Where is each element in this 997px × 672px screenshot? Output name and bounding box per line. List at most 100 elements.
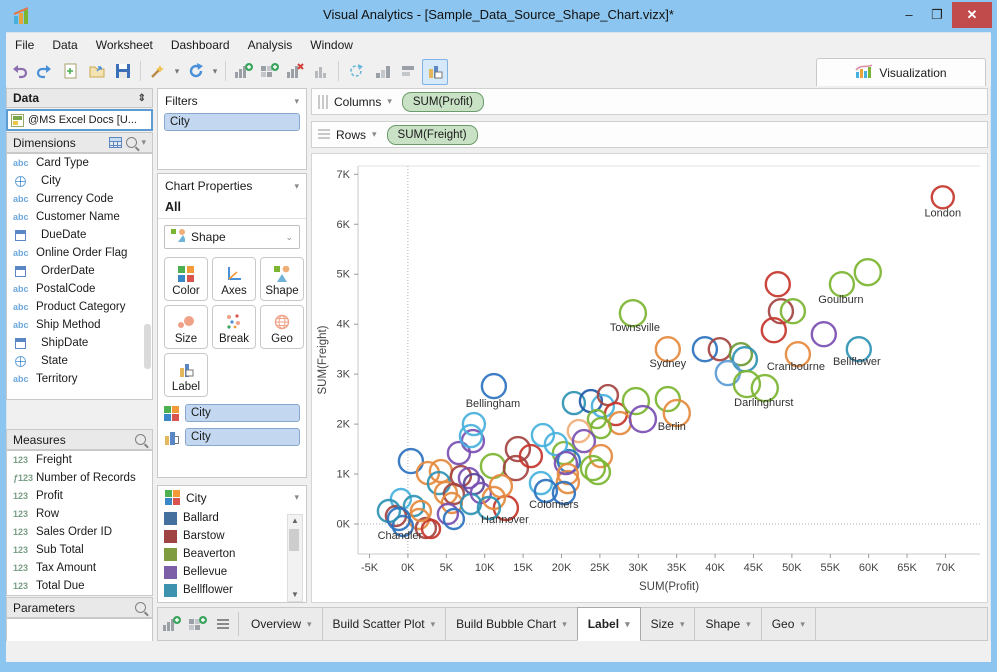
data-point[interactable] <box>853 257 882 287</box>
dimension-ship-method[interactable]: abc Ship Method <box>7 316 152 334</box>
geo-button[interactable]: Geo <box>260 305 304 349</box>
legend-item[interactable] <box>164 599 306 601</box>
dimension-territory[interactable]: abc Territory <box>7 370 152 388</box>
grid-add-icon[interactable] <box>257 59 281 83</box>
dimension-orderdate[interactable]: OrderDate <box>7 262 152 280</box>
data-point[interactable] <box>502 454 530 482</box>
data-point[interactable] <box>533 478 559 504</box>
chevron-down-icon[interactable]: ▾ <box>212 65 218 76</box>
dimension-customer-name[interactable]: abc Customer Name <box>7 208 152 226</box>
axes-button[interactable]: Axes <box>212 257 256 301</box>
size-button[interactable]: Size <box>164 305 208 349</box>
dimension-product-category[interactable]: abc Product Category <box>7 298 152 316</box>
scatter-chart[interactable]: 0K 1K 2K 3K 4K 5K 6K 7K -5K 0K 5K 10K 15K 20K 25K 30K 35… <box>312 154 987 602</box>
data-point[interactable] <box>732 369 762 399</box>
tab-geo[interactable]: Geo ▾ <box>762 608 816 640</box>
menu-file[interactable]: File <box>15 38 35 52</box>
tab-overview[interactable]: Overview ▾ <box>241 608 323 640</box>
save-icon[interactable] <box>111 59 135 83</box>
legend-item-bellevue[interactable]: Bellevue <box>164 563 306 581</box>
chevron-down-icon[interactable]: ▾ <box>141 137 146 147</box>
minimize-button[interactable]: – <box>905 7 913 22</box>
data-point[interactable] <box>518 443 544 469</box>
legend-item-beaverton[interactable]: Beaverton <box>164 545 306 563</box>
tab-shape[interactable]: Shape ▾ <box>695 608 762 640</box>
data-point[interactable] <box>810 320 837 348</box>
data-point[interactable] <box>409 499 433 523</box>
data-point[interactable] <box>760 316 787 344</box>
tab-label[interactable]: Label ▾ <box>576 607 641 641</box>
data-point[interactable] <box>528 470 554 496</box>
measure-number-of-records[interactable]: ƒ123 Number of Records <box>7 469 152 487</box>
color-button[interactable]: Color <box>164 257 208 301</box>
legend-item-bellflower[interactable]: Bellflower <box>164 581 306 599</box>
table-view-icon[interactable] <box>109 137 123 148</box>
data-point[interactable] <box>436 502 460 526</box>
scrollbar-thumb[interactable] <box>144 324 151 369</box>
close-button[interactable]: ✕ <box>952 2 992 28</box>
measure-freight[interactable]: 123 Freight <box>7 451 152 469</box>
grid-add-icon[interactable] <box>184 608 210 640</box>
tab-build-scatter-plot[interactable]: Build Scatter Plot ▾ <box>323 608 447 640</box>
data-point[interactable] <box>662 398 691 428</box>
data-point[interactable] <box>555 469 581 495</box>
data-point[interactable] <box>784 340 812 368</box>
measure-sub-total[interactable]: 123 Sub Total <box>7 541 152 559</box>
refresh-icon[interactable] <box>184 59 208 83</box>
data-point[interactable] <box>731 345 759 373</box>
dimension-city[interactable]: City <box>7 172 152 190</box>
visualization-tab[interactable]: Visualization <box>816 58 986 86</box>
data-point[interactable] <box>530 422 556 448</box>
legend-scrollbar[interactable]: ▲ ▼ <box>287 514 303 602</box>
chevron-down-icon[interactable]: ▾ <box>294 492 299 502</box>
measure-total-due[interactable]: 123 Total Due <box>7 577 152 595</box>
data-point[interactable] <box>707 336 732 362</box>
data-point[interactable] <box>480 372 508 400</box>
data-point[interactable] <box>504 435 532 463</box>
shelf-chip-city[interactable]: City <box>185 428 300 446</box>
label-button[interactable]: Label <box>164 353 208 397</box>
bars-asc-icon[interactable] <box>370 59 394 83</box>
dimension-currency-code[interactable]: abc Currency Code <box>7 190 152 208</box>
wand-icon[interactable] <box>146 59 170 83</box>
chevron-down-icon[interactable]: ▾ <box>294 180 299 191</box>
chevron-down-icon[interactable]: ▾ <box>294 95 299 106</box>
filter-chip-city[interactable]: City <box>164 113 300 131</box>
measure-tax-amount[interactable]: 123 Tax Amount <box>7 559 152 577</box>
data-point[interactable] <box>543 431 569 457</box>
menu-dashboard[interactable]: Dashboard <box>170 38 230 52</box>
collapse-icon[interactable]: ⇕ <box>137 92 146 104</box>
data-point[interactable] <box>446 440 472 466</box>
list-icon[interactable] <box>210 608 236 640</box>
data-point[interactable] <box>457 466 481 490</box>
shelf-chip-city[interactable]: City <box>185 404 300 422</box>
undo-icon[interactable] <box>7 59 31 83</box>
new-file-icon[interactable] <box>59 59 83 83</box>
data-point[interactable] <box>728 341 754 367</box>
menu-analysis[interactable]: Analysis <box>247 38 293 52</box>
chevron-down-icon[interactable]: ▾ <box>174 65 180 76</box>
legend-item-barstow[interactable]: Barstow <box>164 527 306 545</box>
data-point[interactable] <box>386 506 412 532</box>
menu-data[interactable]: Data <box>52 38 78 52</box>
data-point[interactable] <box>571 428 597 454</box>
data-point[interactable] <box>767 297 795 325</box>
search-icon[interactable] <box>126 137 138 148</box>
data-point[interactable] <box>391 514 415 538</box>
data-point[interactable] <box>579 454 607 482</box>
grip-icon[interactable] <box>318 94 328 109</box>
dimension-state[interactable]: State <box>7 352 152 370</box>
legend-item-ballard[interactable]: Ballard <box>164 509 306 527</box>
dimension-postalcode[interactable]: abc PostalCode <box>7 280 152 298</box>
chart-add-icon[interactable] <box>158 608 184 640</box>
data-source-item[interactable]: @MS Excel Docs [U... <box>6 109 153 131</box>
data-point[interactable] <box>589 416 613 440</box>
data-point[interactable] <box>561 390 587 416</box>
redo-icon[interactable] <box>33 59 57 83</box>
dimension-card-type[interactable]: abc Card Type <box>7 154 152 172</box>
break-button[interactable]: Break <box>212 305 256 349</box>
scroll-down-icon[interactable]: ▼ <box>291 590 299 599</box>
scrollbar-thumb[interactable] <box>289 529 299 551</box>
data-point[interactable] <box>691 335 719 363</box>
data-point[interactable] <box>930 185 955 210</box>
